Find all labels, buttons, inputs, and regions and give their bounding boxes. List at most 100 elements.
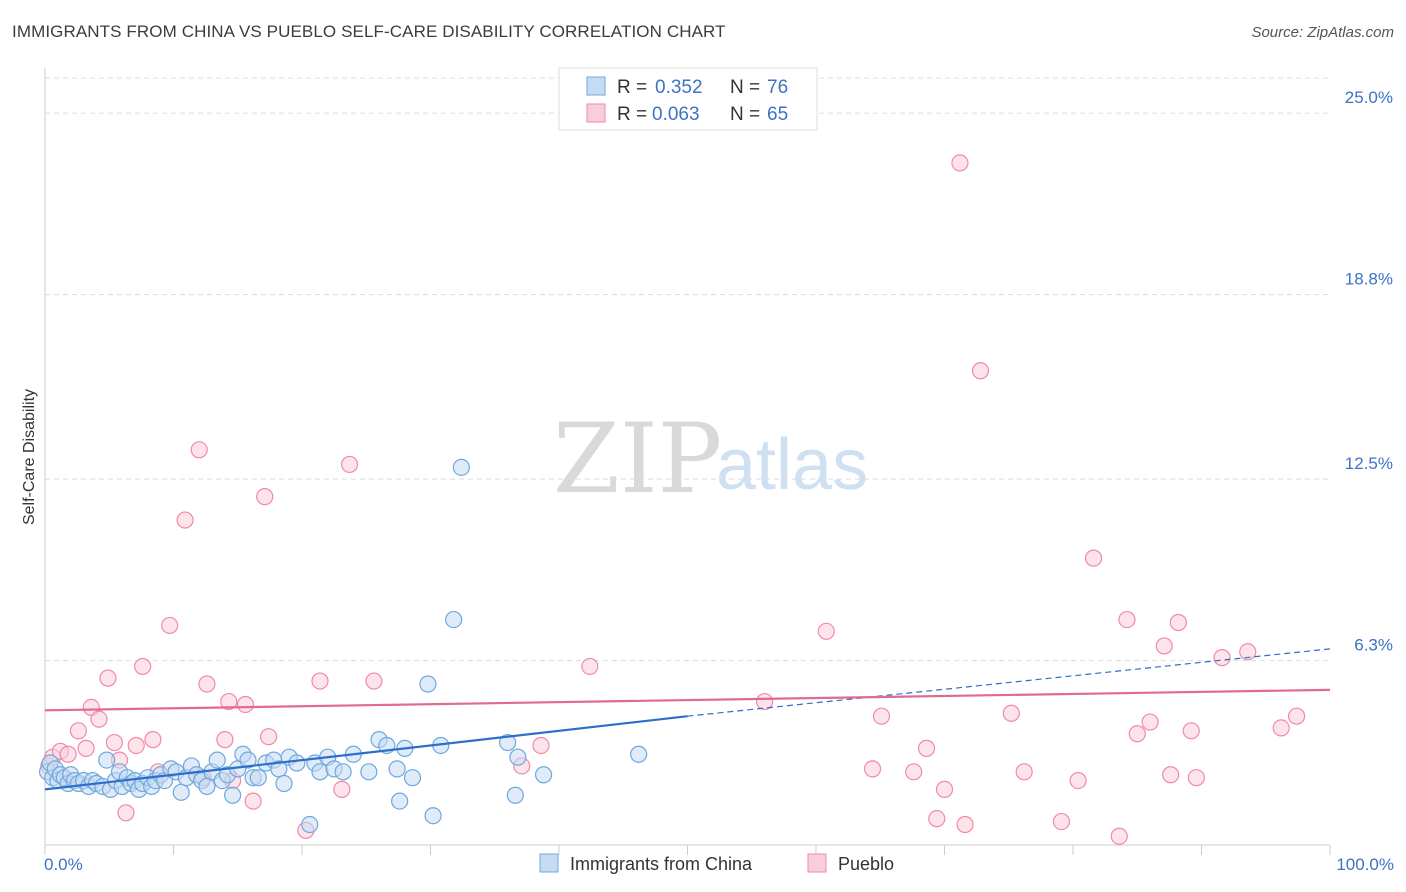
- series-china-points: [38, 458, 648, 834]
- data-point: [224, 786, 242, 804]
- data-point: [301, 815, 319, 834]
- data-point: [134, 657, 152, 676]
- data-point: [216, 731, 234, 749]
- data-point: [117, 804, 135, 822]
- data-point: [499, 733, 517, 752]
- data-point: [1015, 763, 1033, 781]
- data-point: [1002, 704, 1020, 722]
- data-point: [239, 751, 257, 769]
- data-point: [419, 675, 437, 693]
- legend-r-value-2: 0.063: [652, 104, 700, 125]
- data-point: [1272, 719, 1290, 737]
- data-point: [176, 511, 194, 529]
- data-point: [275, 774, 293, 793]
- data-point: [1084, 549, 1103, 567]
- bottom-legend-pueblo: Pueblo: [838, 854, 894, 874]
- data-point: [1141, 713, 1159, 731]
- source-label: Source: ZipAtlas.com: [1251, 24, 1394, 41]
- y-tick-labels: 6.3% 12.5% 18.8% 25.0%: [1345, 88, 1393, 654]
- legend-n-label-2: N =: [730, 104, 760, 125]
- data-point: [161, 616, 179, 635]
- data-point: [256, 488, 274, 506]
- data-point: [1213, 649, 1231, 667]
- x-ticks: [44, 845, 1331, 855]
- data-point: [445, 610, 463, 629]
- data-point: [1239, 643, 1257, 661]
- data-point: [506, 786, 524, 804]
- data-point: [755, 692, 774, 711]
- data-point: [1182, 722, 1200, 740]
- data-point: [1162, 766, 1180, 784]
- chart-title: IMMIGRANTS FROM CHINA VS PUEBLO SELF-CAR…: [12, 22, 726, 41]
- legend-n-value-1: 76: [767, 77, 788, 98]
- data-point: [1169, 613, 1187, 632]
- y-axis-label: Self-Care Disability: [21, 389, 38, 525]
- watermark-zip: ZIP: [553, 403, 722, 515]
- data-point: [311, 763, 329, 781]
- data-point: [928, 810, 946, 828]
- data-point: [1110, 827, 1128, 845]
- x-tick-label-max: 100.0%: [1336, 855, 1394, 874]
- data-point: [236, 695, 255, 714]
- trend-lines: [44, 648, 1331, 791]
- data-point: [77, 739, 95, 757]
- data-point: [630, 745, 648, 763]
- data-point: [172, 783, 190, 801]
- y-tick-label: 6.3%: [1354, 636, 1393, 655]
- data-point: [863, 760, 882, 778]
- bottom-legend-swatch-china: [539, 853, 559, 873]
- data-point: [391, 792, 409, 810]
- data-point: [198, 675, 216, 693]
- data-point: [334, 763, 352, 781]
- data-point: [1118, 610, 1136, 629]
- data-point: [105, 733, 123, 752]
- data-point: [99, 669, 117, 687]
- trend-line-pueblo: [44, 688, 1331, 712]
- data-point: [59, 745, 77, 763]
- data-point: [905, 763, 923, 781]
- legend-n-value-2: 65: [767, 104, 788, 125]
- data-point: [509, 748, 527, 766]
- legend-r-label-2: R =: [617, 104, 647, 125]
- data-point: [98, 751, 116, 769]
- data-point: [532, 736, 550, 755]
- legend-n-label-1: N =: [730, 77, 760, 98]
- data-point: [917, 739, 936, 757]
- legend-r-value-1: 0.352: [655, 77, 703, 98]
- data-point: [333, 780, 351, 798]
- data-point: [208, 751, 226, 769]
- data-point: [1128, 725, 1146, 743]
- data-point: [403, 769, 422, 787]
- data-point: [244, 792, 262, 810]
- data-point: [956, 815, 974, 834]
- data-point: [1052, 812, 1071, 831]
- data-point: [249, 769, 267, 787]
- y-tick-label: 12.5%: [1345, 454, 1393, 473]
- legend-r-label-1: R =: [617, 77, 647, 98]
- data-point: [935, 780, 954, 798]
- data-point: [340, 455, 359, 474]
- data-point: [534, 766, 553, 784]
- data-point: [259, 728, 278, 746]
- correlation-legend: R = 0.352 N = 76 R = 0.063 N = 65: [558, 67, 818, 131]
- data-point: [1287, 707, 1306, 725]
- data-point: [424, 807, 442, 825]
- data-point: [1069, 771, 1087, 790]
- bottom-legend-swatch-pueblo: [807, 853, 827, 873]
- bottom-legend-china: Immigrants from China: [570, 854, 753, 874]
- data-point: [1187, 769, 1205, 787]
- data-point: [311, 672, 329, 690]
- legend-swatch-blue: [586, 76, 606, 96]
- x-tick-label-min: 0.0%: [44, 855, 83, 874]
- data-point: [127, 736, 145, 755]
- data-point: [452, 458, 470, 476]
- data-point: [90, 710, 108, 728]
- data-point: [581, 657, 599, 676]
- y-tick-label: 25.0%: [1345, 88, 1393, 107]
- data-point: [288, 754, 306, 772]
- data-point: [69, 722, 88, 740]
- trend-line-china: [44, 715, 688, 791]
- gridlines: [45, 77, 1330, 662]
- data-point: [1155, 637, 1173, 655]
